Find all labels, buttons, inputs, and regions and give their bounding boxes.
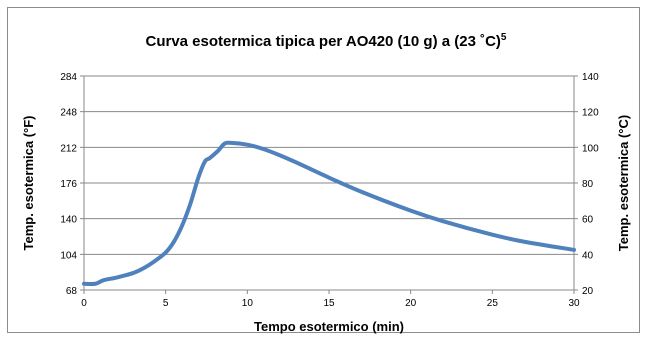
y-left-tick-label: 176 <box>60 179 77 190</box>
series-line <box>82 140 576 287</box>
y-right-tick-label: 140 <box>582 72 599 83</box>
y-left-tick-label: 212 <box>60 143 77 154</box>
x-tick-label: 25 <box>487 298 499 309</box>
x-tick-label: 0 <box>81 298 87 309</box>
axes <box>80 75 578 294</box>
y-left-tick-label: 248 <box>60 108 77 119</box>
y-left-tick-label: 284 <box>60 72 77 83</box>
y-left-tick-label: 140 <box>60 215 77 226</box>
y-right-tick-label: 100 <box>582 143 599 154</box>
y-axis-right-title: Temp. esotermica (°C) <box>616 115 631 251</box>
x-tick-label: 5 <box>163 298 169 309</box>
y-right-tick-label: 60 <box>582 215 594 226</box>
y-right-tick-label: 120 <box>582 108 599 119</box>
x-axis-title: Tempo esotermico (min) <box>254 319 404 334</box>
y-axis-left-title: Temp. esotermica (°F) <box>21 116 36 251</box>
y-right-tick-label: 20 <box>582 286 594 297</box>
y-right-tick-label: 80 <box>582 179 594 190</box>
y-left-tick-label: 104 <box>60 250 77 261</box>
tick-labels: 68 104 140 176 212 248 284 20 40 60 80 100 120 140 0 5 1… <box>60 72 599 309</box>
x-tick-label: 15 <box>323 298 335 309</box>
x-tick-label: 20 <box>405 298 417 309</box>
x-tick-label: 30 <box>568 298 580 309</box>
y-left-tick-label: 68 <box>66 286 78 297</box>
chart-title: Curva esotermica tipica per AO420 (10 g)… <box>146 32 507 50</box>
y-right-tick-label: 40 <box>582 250 594 261</box>
x-tick-label: 10 <box>242 298 254 309</box>
